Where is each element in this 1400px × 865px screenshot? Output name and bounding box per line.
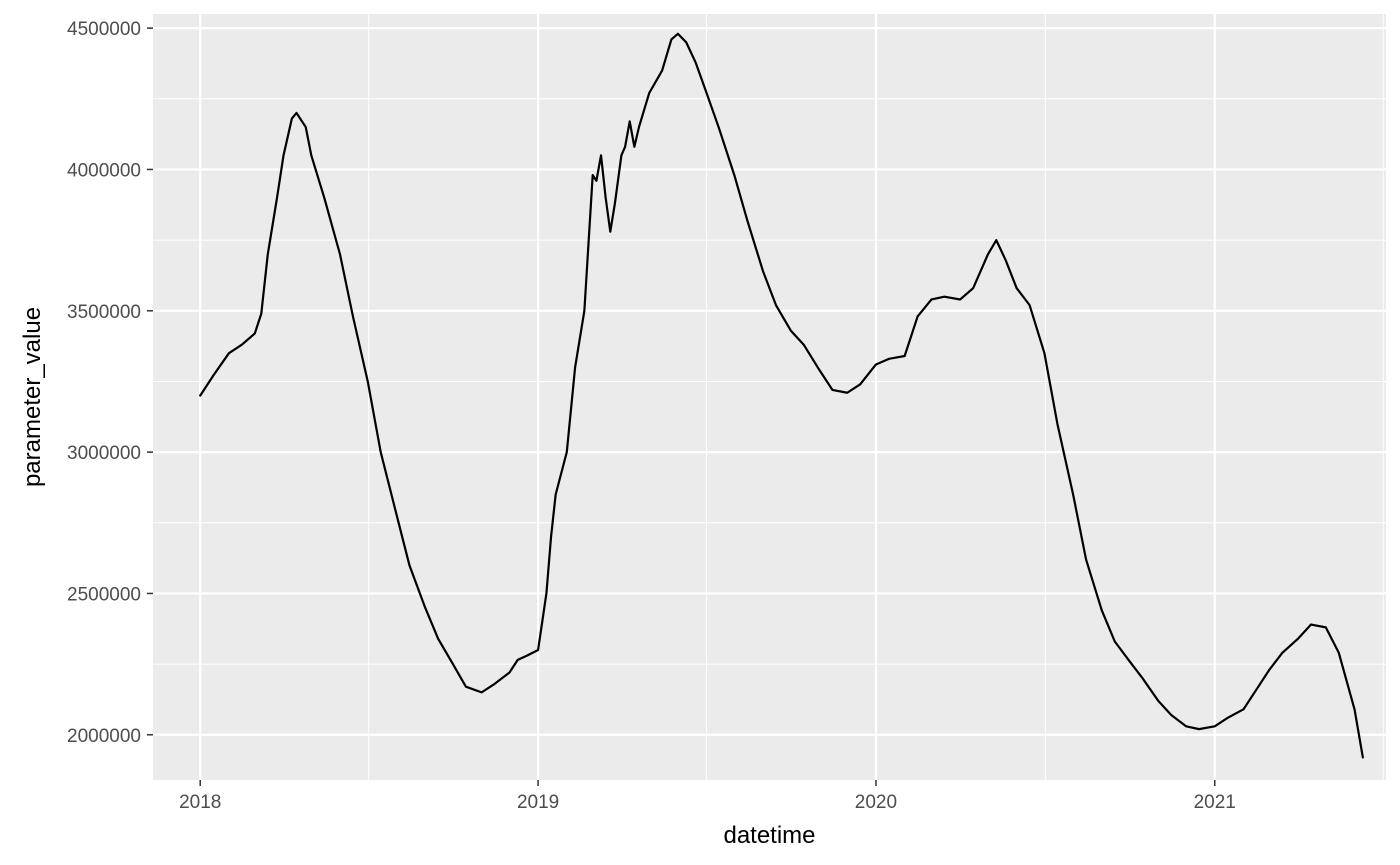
major-gridlines [153, 14, 1386, 780]
series-layer [199, 32, 1364, 759]
x-axis-title: datetime [723, 822, 815, 849]
x-tick-label: 2018 [179, 792, 221, 813]
x-tick-label: 2019 [517, 792, 559, 813]
y-tick-label: 4500000 [67, 19, 141, 40]
panel-background [153, 14, 1386, 780]
y-tick-label: 2000000 [67, 726, 141, 747]
y-tick-label: 3500000 [67, 302, 141, 323]
y-axis: 2000000 2500000 3000000 3500000 4000000 45000… [67, 19, 153, 747]
y-axis-title: parameter_value [19, 307, 46, 487]
y-tick-label: 3000000 [67, 443, 141, 464]
y-tick-label: 2500000 [67, 584, 141, 605]
y-tick-label: 4000000 [67, 160, 141, 181]
series-line [199, 32, 1364, 759]
x-tick-label: 2021 [1194, 792, 1236, 813]
x-axis: 2018 2019 2020 2021 [179, 780, 1236, 813]
x-tick-label: 2020 [855, 792, 897, 813]
minor-gridlines [153, 14, 1386, 780]
